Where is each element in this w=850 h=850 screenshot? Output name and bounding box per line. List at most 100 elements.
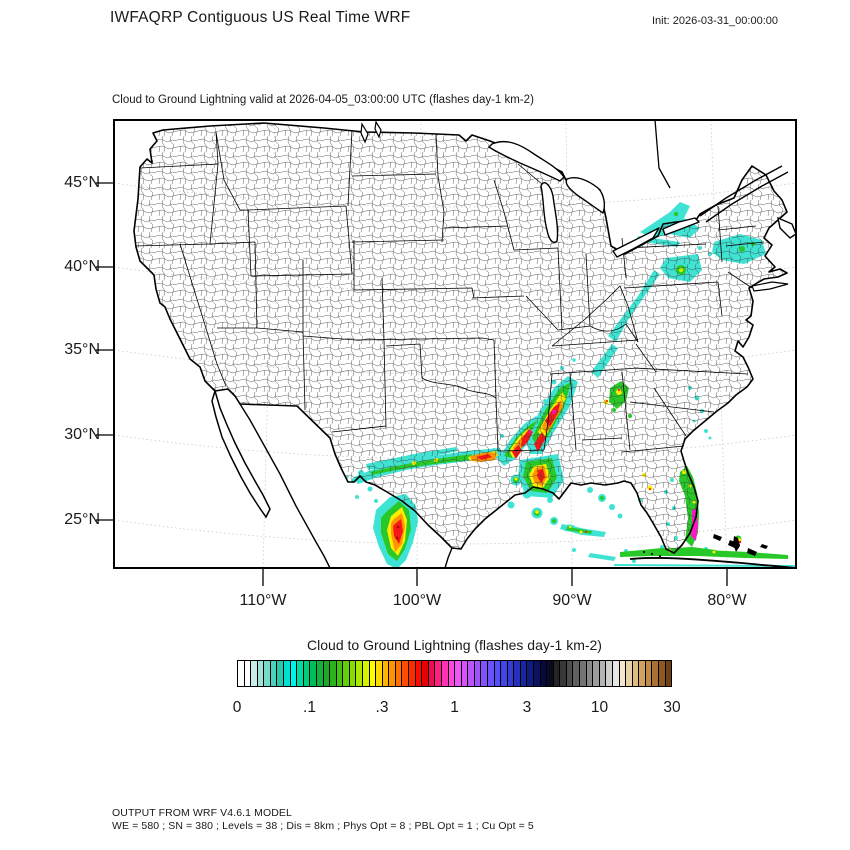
axis-ticks: [96, 182, 728, 586]
colorbar-cell: [362, 661, 369, 686]
colorbar-cell: [435, 661, 441, 686]
colorbar-cell: [599, 661, 606, 686]
bahamas-islands: [642, 534, 768, 558]
great-lakes: [488, 140, 700, 258]
colorbar-cell: [284, 661, 290, 686]
colorbar-cell: [455, 661, 461, 686]
colorbar-cell: [402, 661, 409, 686]
colorbar-cell: [323, 661, 330, 686]
colorbar: [237, 660, 672, 687]
colorbar-cell: [494, 661, 501, 686]
colorbar-cell: [409, 661, 415, 686]
colorbar-tick-label: .3: [375, 699, 389, 716]
colorbar-cell: [534, 661, 540, 686]
colorbar-cell: [507, 661, 514, 686]
colorbar-cell: [369, 661, 376, 686]
colorbar-cell: [303, 661, 310, 686]
lon-label-100w: 100°W: [392, 592, 442, 609]
colorbar-cell: [310, 661, 316, 686]
colorbar-cell: [652, 661, 658, 686]
colorbar-cell: [606, 661, 612, 686]
colorbar-tick-label: 0: [232, 699, 242, 716]
colorbar-cell: [468, 661, 474, 686]
colorbar-cell: [501, 661, 507, 686]
colorbar-cell: [330, 661, 336, 686]
colorbar-cell: [316, 661, 323, 686]
colorbar-cell: [461, 661, 468, 686]
model-config-line: WE = 580 ; SN = 380 ; Levels = 38 ; Dis …: [112, 820, 534, 832]
colorbar-cell: [257, 661, 264, 686]
valid-time-subtitle: Cloud to Ground Lightning valid at 2026-…: [112, 94, 534, 106]
colorbar-cell: [422, 661, 428, 686]
conus-map: [96, 119, 797, 586]
lat-label-25n: 25°N: [64, 511, 100, 528]
colorbar-cell: [395, 661, 402, 686]
lon-label-90w: 90°W: [552, 592, 592, 609]
colorbar-tick-labels: 0 .1 .3 1 3 10 30: [233, 699, 681, 721]
colorbar-cell: [665, 661, 672, 686]
state-borders: [134, 129, 765, 453]
colorbar-cell: [343, 661, 349, 686]
colorbar-cell: [290, 661, 297, 686]
colorbar-cell: [612, 661, 619, 686]
colorbar-title: Cloud to Ground Lightning (flashes day-1…: [307, 637, 602, 653]
lat-label-40n: 40°N: [64, 258, 100, 275]
colorbar-cell: [487, 661, 494, 686]
colorbar-cell: [238, 661, 244, 686]
colorbar-cell: [520, 661, 527, 686]
colorbar-cell: [448, 661, 455, 686]
colorbar-cell: [356, 661, 362, 686]
page-title: IWFAQRP Contiguous US Real Time WRF: [110, 9, 411, 26]
colorbar-cell: [566, 661, 573, 686]
county-boundaries-texture: [134, 123, 787, 553]
colorbar-cell: [560, 661, 566, 686]
colorbar-cell: [336, 661, 343, 686]
lat-label-45n: 45°N: [64, 174, 100, 191]
lon-label-110w: 110°W: [239, 592, 287, 609]
colorbar-cell: [639, 661, 645, 686]
colorbar-cell: [428, 661, 435, 686]
colorbar-cell: [251, 661, 257, 686]
colorbar-cell: [264, 661, 270, 686]
colorbar-cell: [659, 661, 665, 686]
init-timestamp: Init: 2026-03-31_00:00:00: [652, 15, 778, 27]
colorbar-cell: [244, 661, 251, 686]
colorbar-cell: [619, 661, 626, 686]
model-output-line: OUTPUT FROM WRF V4.6.1 MODEL: [112, 807, 292, 819]
colorbar-tick-label: 30: [663, 699, 681, 716]
colorbar-cell: [481, 661, 487, 686]
colorbar-tick-label: .1: [303, 699, 316, 716]
colorbar-cell: [441, 661, 448, 686]
lat-label-35n: 35°N: [64, 341, 100, 358]
colorbar-cell: [514, 661, 520, 686]
colorbar-tick-label: 10: [590, 699, 609, 716]
colorbar-cell: [645, 661, 652, 686]
colorbar-cell: [277, 661, 284, 686]
colorbar-cell: [270, 661, 277, 686]
colorbar-cell: [297, 661, 303, 686]
colorbar-cell: [626, 661, 632, 686]
colorbar-cell: [389, 661, 395, 686]
colorbar-cell: [415, 661, 422, 686]
colorbar-cell: [547, 661, 553, 686]
colorbar-cell: [586, 661, 593, 686]
map-frame: [113, 119, 797, 569]
colorbar-cell: [573, 661, 580, 686]
colorbar-cell: [474, 661, 481, 686]
colorbar-cell: [376, 661, 382, 686]
colorbar-cell: [382, 661, 389, 686]
colorbar-cell: [349, 661, 356, 686]
colorbar-cell: [593, 661, 599, 686]
colorbar-cell: [553, 661, 560, 686]
colorbar-cell: [580, 661, 586, 686]
colorbar-tick-label: 1: [450, 699, 459, 716]
colorbar-tick-label: 3: [522, 699, 532, 716]
map-panel: [96, 119, 797, 586]
lon-label-80w: 80°W: [707, 592, 747, 609]
colorbar-cell: [632, 661, 639, 686]
neighbor-geography: [211, 119, 797, 569]
colorbar-cell: [527, 661, 534, 686]
lat-label-30n: 30°N: [64, 426, 100, 443]
colorbar-cell: [540, 661, 547, 686]
